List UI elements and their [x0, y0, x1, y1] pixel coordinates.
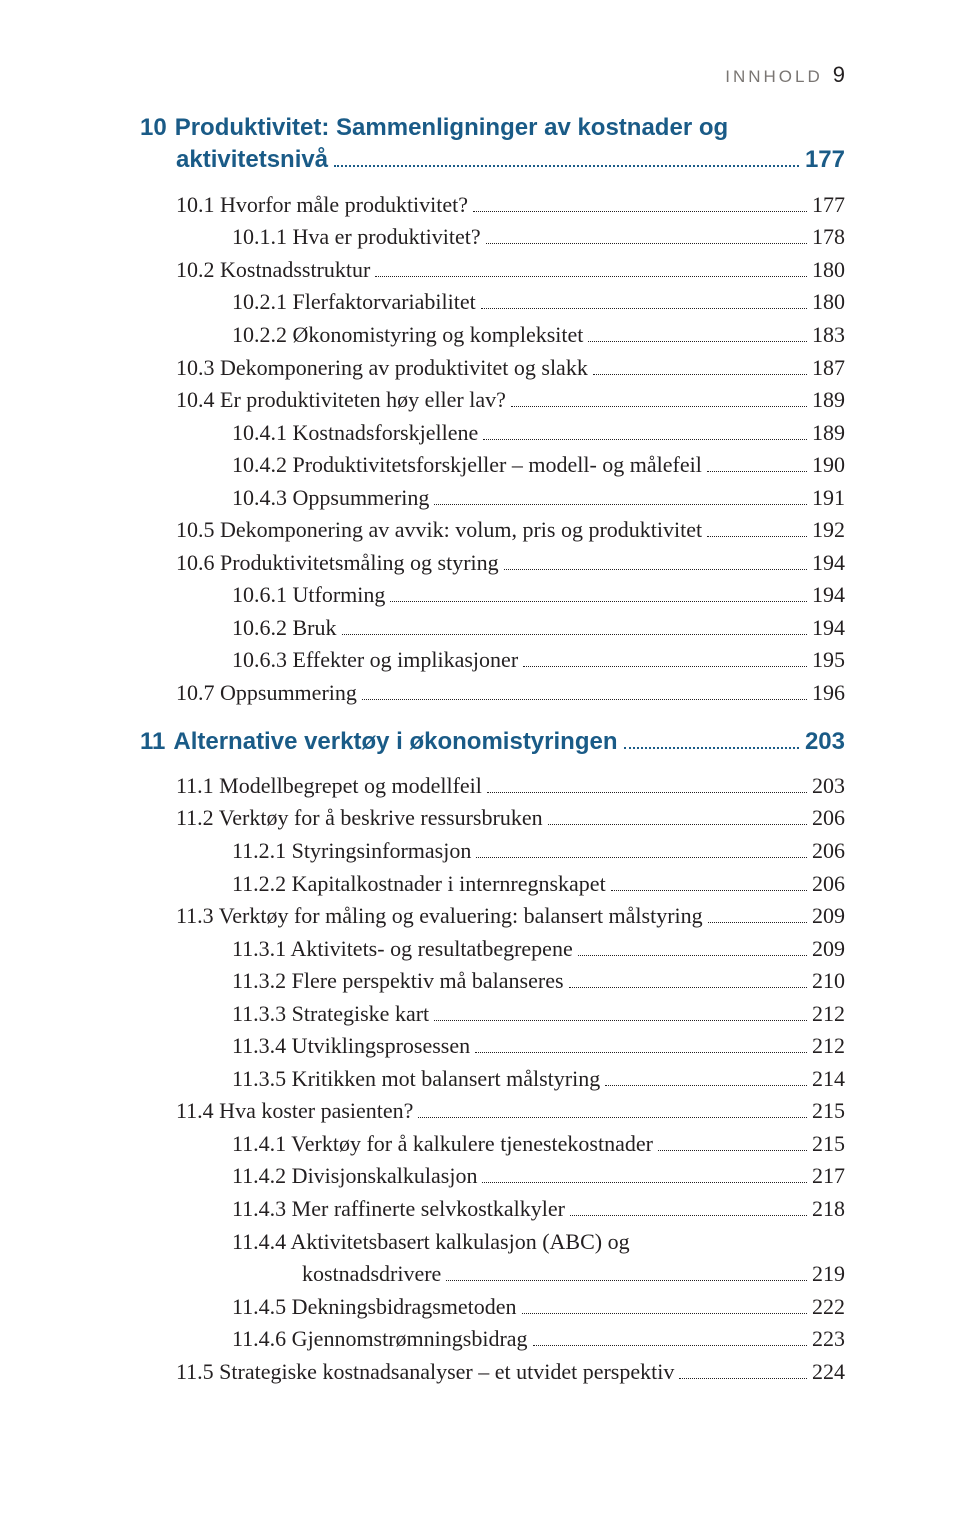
- toc-entry: 10.6.2 Bruk194: [140, 612, 845, 645]
- toc-entry: 11.3.5 Kritikken mot balansert målstyrin…: [140, 1063, 845, 1096]
- toc-chapter-row-cont: aktivitetsnivå 177: [140, 144, 845, 176]
- toc-entry: 10.4.2 Produktivitetsforskjeller – model…: [140, 449, 845, 482]
- toc-chapter-title-line1: Produktivitet: Sammenligninger av kostna…: [175, 112, 728, 144]
- running-head-label: INNHOLD: [725, 67, 823, 86]
- toc-entry: 11.4.3 Mer raffinerte selvkostkalkyler21…: [140, 1193, 845, 1226]
- toc-entry: 11.4 Hva koster pasienten?215: [140, 1095, 845, 1128]
- toc-page-ref: 203: [805, 726, 845, 758]
- toc-entry: 10.5 Dekomponering av avvik: volum, pris…: [140, 514, 845, 547]
- toc-entry: 11.1 Modellbegrepet og modellfeil203: [140, 770, 845, 803]
- toc-entry: 11.2.1 Styringsinformasjon206: [140, 835, 845, 868]
- toc-entry: 10.7 Oppsummering196: [140, 677, 845, 710]
- toc-entry: 11.4.4 Aktivitetsbasert kalkulasjon (ABC…: [140, 1226, 845, 1259]
- toc-chapter: 11 Alternative verktøy i økonomistyringe…: [140, 726, 845, 758]
- toc-entry: 10.6.3 Effekter og implikasjoner195: [140, 644, 845, 677]
- toc-entry: 11.4.2 Divisjonskalkulasjon217: [140, 1160, 845, 1193]
- toc-entry: 10.6 Produktivitetsmåling og styring194: [140, 547, 845, 580]
- toc-entry-cont: kostnadsdrivere219: [140, 1258, 845, 1291]
- toc-entry: 10.1.1 Hva er produktivitet?178: [140, 221, 845, 254]
- toc-content: 10 Produktivitet: Sammenligninger av kos…: [140, 112, 845, 1388]
- toc-entry: 11.2.2 Kapitalkostnader i internregnskap…: [140, 868, 845, 901]
- toc-entry: 11.4.6 Gjennomstrømningsbidrag223: [140, 1323, 845, 1356]
- leader-dots: [624, 747, 799, 749]
- toc-chapter-number: 11: [140, 726, 165, 758]
- toc-entry: 11.5 Strategiske kostnadsanalyser – et u…: [140, 1356, 845, 1389]
- toc-entry: 10.2.1 Flerfaktorvariabilitet180: [140, 286, 845, 319]
- toc-entry: 11.3.3 Strategiske kart212: [140, 998, 845, 1031]
- toc-entry: 10.4.3 Oppsummering191: [140, 482, 845, 515]
- leader-dots: [334, 165, 799, 167]
- page-number: 9: [833, 62, 845, 87]
- toc-entry: 11.4.5 Dekningsbidragsmetoden222: [140, 1291, 845, 1324]
- toc-entry: 11.3 Verktøy for måling og evaluering: b…: [140, 900, 845, 933]
- toc-page-ref: 177: [805, 144, 845, 176]
- toc-entry: 10.3 Dekomponering av produktivitet og s…: [140, 352, 845, 385]
- toc-entry: 11.2 Verktøy for å beskrive ressursbruke…: [140, 802, 845, 835]
- toc-entry: 11.3.1 Aktivitets- og resultatbegrepene2…: [140, 933, 845, 966]
- toc-chapter-number: 10: [140, 112, 167, 144]
- toc-chapter-row: 11 Alternative verktøy i økonomistyringe…: [140, 726, 845, 758]
- toc-entry: 10.6.1 Utforming194: [140, 579, 845, 612]
- toc-chapter-row: 10 Produktivitet: Sammenligninger av kos…: [140, 112, 845, 144]
- toc-entry: 11.3.2 Flere perspektiv må balanseres210: [140, 965, 845, 998]
- running-head: INNHOLD 9: [725, 62, 845, 88]
- toc-entry: 10.2.2 Økonomistyring og kompleksitet183: [140, 319, 845, 352]
- toc-entry: 11.3.4 Utviklingsprosessen212: [140, 1030, 845, 1063]
- toc-entry: 11.4.1 Verktøy for å kalkulere tjenestek…: [140, 1128, 845, 1161]
- toc-entry: 10.2 Kostnadsstruktur180: [140, 254, 845, 287]
- toc-chapter-title-line2: aktivitetsnivå: [176, 144, 328, 176]
- toc-chapter-title: Alternative verktøy i økonomistyringen: [173, 726, 617, 758]
- toc-chapter: 10 Produktivitet: Sammenligninger av kos…: [140, 112, 845, 177]
- toc-entry: 10.4 Er produktiviteten høy eller lav?18…: [140, 384, 845, 417]
- toc-entry: 10.4.1 Kostnadsforskjellene189: [140, 417, 845, 450]
- page: INNHOLD 9 10 Produktivitet: Sammenligning…: [0, 0, 960, 1517]
- toc-entry: 10.1 Hvorfor måle produktivitet?177: [140, 189, 845, 222]
